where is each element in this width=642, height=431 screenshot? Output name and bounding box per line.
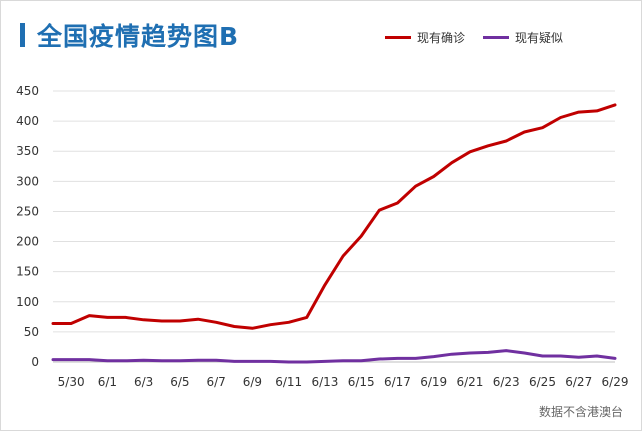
- x-tick-label: 6/19: [420, 375, 447, 389]
- series-line-suspected: [51, 349, 617, 364]
- legend: 现有确诊 现有疑似: [385, 29, 581, 46]
- legend-swatch-confirmed: [385, 36, 411, 39]
- x-tick-label: 6/23: [493, 375, 520, 389]
- legend-label-suspected: 现有疑似: [515, 31, 564, 45]
- x-tick-label: 6/3: [134, 375, 153, 389]
- x-tick-label: 6/7: [207, 375, 226, 389]
- y-tick-label: 400: [16, 114, 39, 128]
- x-tick-label: 6/11: [275, 375, 302, 389]
- x-tick-label: 5/30: [58, 375, 85, 389]
- legend-label-confirmed: 现有确诊: [417, 31, 466, 45]
- y-tick-label: 300: [16, 174, 39, 188]
- x-tick-label: 6/13: [311, 375, 338, 389]
- y-tick-label: 350: [16, 144, 39, 158]
- y-tick-label: 50: [24, 325, 39, 339]
- series-line-confirmed: [51, 103, 617, 330]
- legend-item-confirmed: 现有确诊: [385, 29, 465, 46]
- legend-swatch-suspected: [483, 36, 510, 39]
- y-tick-label: 0: [31, 355, 39, 369]
- x-tick-label: 6/9: [243, 375, 262, 389]
- y-tick-label: 450: [16, 84, 39, 98]
- x-tick-label: 6/17: [384, 375, 411, 389]
- chart-title: 全国疫情趋势图B: [37, 22, 240, 51]
- legend-item-suspected: 现有疑似: [483, 29, 563, 46]
- x-tick-label: 6/5: [170, 375, 189, 389]
- x-tick-label: 6/1: [98, 375, 117, 389]
- x-tick-label: 6/27: [565, 375, 592, 389]
- x-tick-label: 6/25: [529, 375, 556, 389]
- x-tick-label: 6/15: [348, 375, 375, 389]
- x-tick-label: 6/29: [602, 375, 629, 389]
- y-tick-label: 100: [16, 295, 39, 309]
- y-tick-label: 200: [16, 235, 39, 249]
- title-accent-bar: [20, 23, 25, 47]
- y-tick-label: 250: [16, 204, 39, 218]
- x-tick-label: 6/21: [456, 375, 483, 389]
- data-source-note: 数据不含港澳台: [538, 405, 623, 419]
- y-tick-label: 150: [16, 265, 39, 279]
